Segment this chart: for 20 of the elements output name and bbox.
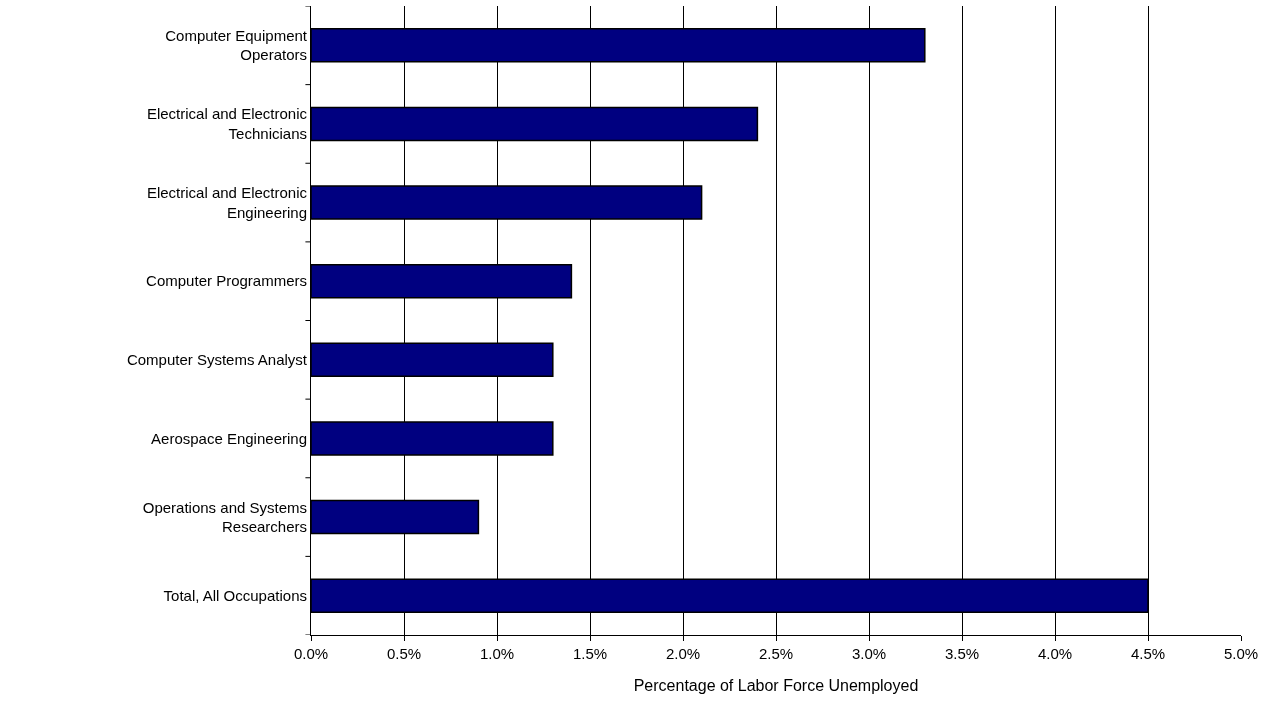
x-tick-label: 2.0% — [665, 645, 701, 662]
x-tick-label: 1.5% — [572, 645, 608, 662]
y-tick-label: Computer Equipment Operators — [165, 26, 308, 64]
y-tick-label: Computer Systems Analyst — [126, 351, 308, 369]
y-tick-label: Electrical and Electronic Technicians — [146, 105, 308, 142]
x-tick-label: 4.5% — [1130, 645, 1166, 662]
x-tick-label: 2.5% — [758, 645, 794, 662]
x-tick-label: 3.0% — [851, 645, 887, 662]
x-tick-label: 1.0% — [479, 645, 515, 662]
x-tick-label: 5.0% — [1223, 645, 1259, 662]
x-tick-label: 3.5% — [944, 645, 980, 662]
y-tick-label: Electrical and Electronic Engineering — [146, 184, 308, 221]
y-tick-label: Computer Programmers — [146, 272, 307, 290]
x-axis-title: Percentage of Labor Force Unemployed — [633, 676, 919, 694]
y-tick-label: Aerospace Engineering — [151, 429, 307, 447]
y-tick-label: Total, All Occupations — [163, 586, 307, 604]
x-tick-label: 0.0% — [293, 645, 329, 662]
y-tick-label: Operations and Systems Researchers — [142, 498, 307, 536]
x-tick-label: 4.0% — [1037, 645, 1073, 662]
x-tick-label: 0.5% — [386, 645, 422, 662]
